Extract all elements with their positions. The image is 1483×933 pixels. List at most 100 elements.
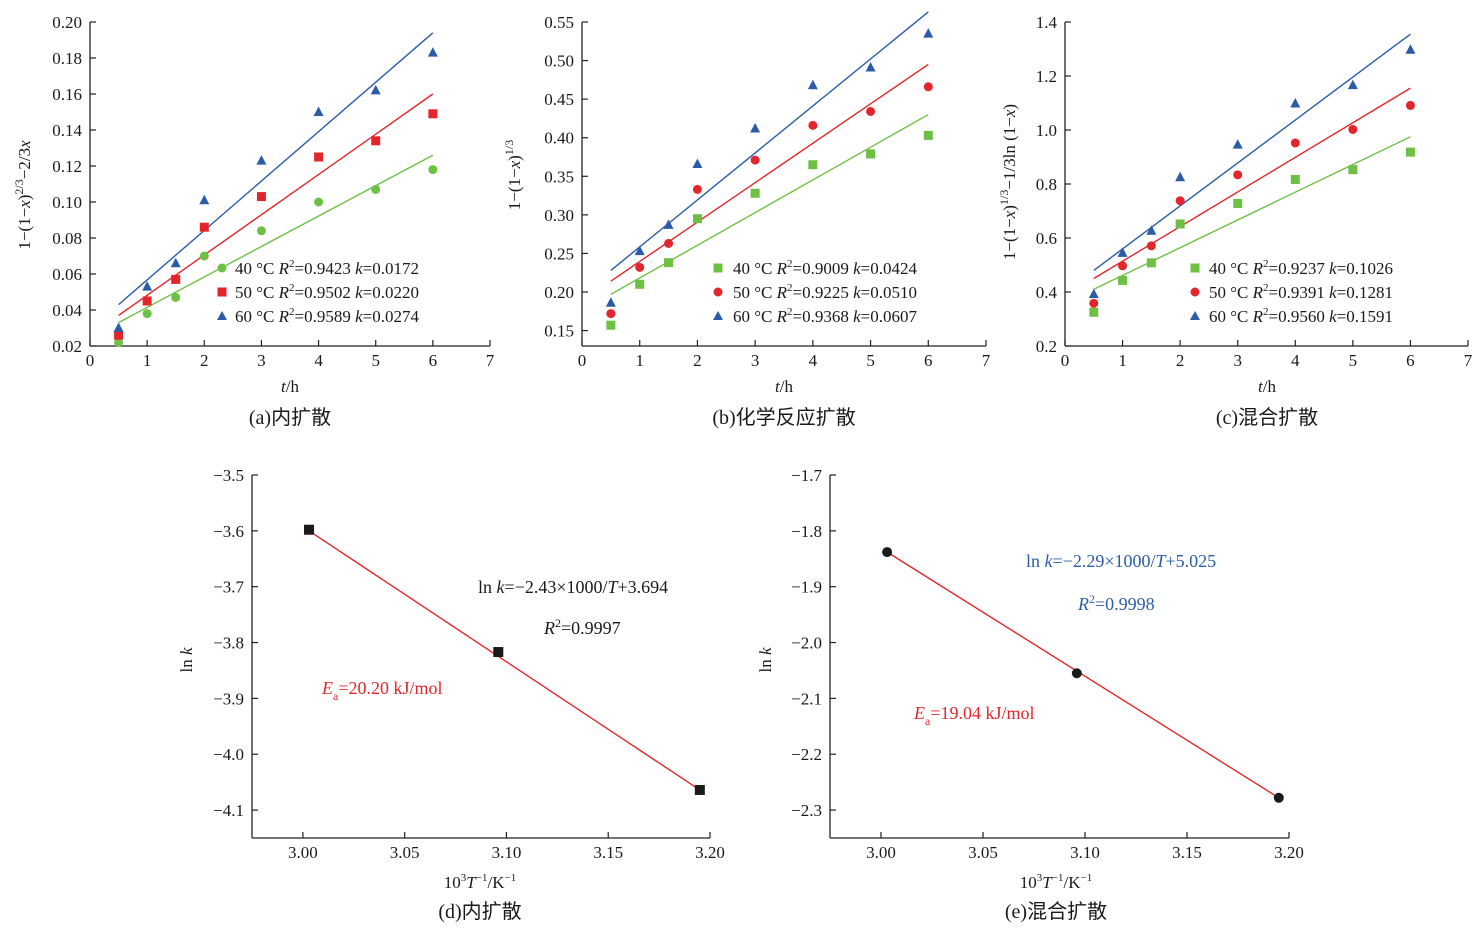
legend-marker-60c <box>1190 311 1200 320</box>
panel-c-y-axis-label: 1−(1−x)1/3−1/3ln (1−x) <box>997 104 1019 260</box>
panel-c-mixed-diffusion: 0 1 2 3 4 5 6 7 0.2 0.4 0.6 0.8 1.0 1.2 1.4 1−(1−x)1/3… <box>997 13 1473 429</box>
data-point-series-2 <box>1290 98 1301 108</box>
fit-line-series-2 <box>118 32 434 306</box>
y-tick-label: 1.0 <box>1036 121 1057 140</box>
data-point-series-0 <box>635 279 645 289</box>
data-point-series-1 <box>1405 100 1415 110</box>
x-tick-label: 1 <box>1118 351 1127 370</box>
x-tick-label: 4 <box>314 351 323 370</box>
x-tick-label: 4 <box>1291 351 1300 370</box>
y-tick-label: 0.15 <box>544 322 574 341</box>
x-tick-label: 0 <box>86 351 95 370</box>
panel-e-r2: R2=0.9998 <box>1077 592 1155 614</box>
data-point-series-0 <box>1290 174 1300 184</box>
fit-line-series-0 <box>1093 136 1411 290</box>
y-tick-label: 1.2 <box>1036 67 1057 86</box>
fit-line-series-0 <box>118 154 434 324</box>
data-point-series-2 <box>1117 247 1128 257</box>
data-point-series-1 <box>371 136 381 146</box>
legend-marker-50c <box>713 287 723 297</box>
data-point-series-0 <box>199 251 209 261</box>
data-point-series-0 <box>692 214 702 224</box>
fit-line-series-2 <box>1093 33 1411 271</box>
data-point-series-0 <box>866 149 876 159</box>
y-tick-label: −3.9 <box>213 689 244 708</box>
data-point-series-2 <box>923 28 934 38</box>
panel-d-r2: R2=0.9997 <box>543 616 621 638</box>
panel-a-legend: 40 °C R2=0.9423 k=0.0172 50 °C R2=0.9502… <box>217 258 420 326</box>
panel-e-marks: 3.00 3.05 3.10 3.15 3.20 −1.7 −1.8 −1.9 −2.0 −2.1… <box>791 466 1304 862</box>
data-point-series-0 <box>808 160 818 170</box>
x-tick-label: 2 <box>693 351 702 370</box>
data-point-series-2 <box>199 194 210 205</box>
panel-d-x-axis-label: 103T−1/K−1 <box>444 872 516 892</box>
panel-b-x-axis-label: t/h <box>775 377 793 396</box>
y-tick-label: 0.18 <box>52 49 82 68</box>
y-tick-label: 0.40 <box>544 129 574 148</box>
x-tick-label: 0 <box>578 351 587 370</box>
data-point-series-2 <box>1347 79 1358 90</box>
panel-a-y-axis-label: 1−(1−x)2/3−2/3x <box>12 140 34 250</box>
y-tick-label: −3.8 <box>213 634 244 653</box>
x-tick-label: 6 <box>924 351 933 370</box>
x-tick-label: 6 <box>429 351 438 370</box>
y-tick-label: 0.4 <box>1036 283 1058 302</box>
fit-line-series-2 <box>610 11 929 271</box>
data-point-series-0 <box>142 309 152 319</box>
data-point-series-2 <box>1175 171 1186 182</box>
x-tick-label: 3.10 <box>492 843 522 862</box>
data-point-series-0 <box>1405 147 1415 157</box>
data-point-series-2 <box>1088 288 1099 299</box>
data-point-series-0 <box>1071 668 1082 679</box>
fit-line-series-0 <box>886 551 1280 799</box>
data-point-series-1 <box>428 109 438 119</box>
data-point-series-1 <box>1175 196 1185 206</box>
data-point-series-0 <box>923 130 933 140</box>
legend-label-60c: 60 °C R2=0.9589 k=0.0274 <box>235 306 420 326</box>
y-tick-label: 0.08 <box>52 229 82 248</box>
y-tick-label: 0.45 <box>544 90 574 109</box>
y-tick-label: 0.02 <box>52 337 82 356</box>
x-tick-label: 3.20 <box>1274 843 1304 862</box>
data-point-series-2 <box>807 79 818 90</box>
y-tick-label: −1.8 <box>791 522 822 541</box>
data-point-series-0 <box>1348 165 1358 175</box>
legend-marker-40c <box>217 263 227 273</box>
data-point-series-0 <box>1118 275 1128 285</box>
panel-c-caption: (c)混合扩散 <box>1216 406 1318 429</box>
x-tick-label: 2 <box>200 351 209 370</box>
fit-line-series-1 <box>610 63 929 282</box>
x-tick-label: 3.20 <box>695 843 725 862</box>
y-tick-label: −2.3 <box>791 801 822 820</box>
data-point-series-2 <box>634 245 645 256</box>
data-point-series-0 <box>664 258 674 268</box>
legend-label-50c: 50 °C R2=0.9225 k=0.0510 <box>733 282 917 302</box>
y-tick-label: −2.1 <box>791 689 822 708</box>
y-tick-label: 1.4 <box>1036 13 1058 32</box>
x-tick-label: 3.15 <box>1172 843 1202 862</box>
panel-b-chemical-reaction-diffusion: 0 1 2 3 4 5 6 7 0.15 0.20 0.25 0.30 0.35 0.40 0.45 0.50… <box>502 11 991 429</box>
data-point-series-2 <box>256 155 267 165</box>
panel-e-activation-energy: Ea=19.04 kJ/mol <box>913 703 1035 728</box>
data-point-series-2 <box>605 297 616 307</box>
data-point-series-0 <box>171 292 181 302</box>
y-tick-label: 0.35 <box>544 167 574 186</box>
panel-b-caption: (b)化学反应扩散 <box>712 406 855 429</box>
panel-c-legend: 40 °C R2=0.9237 k=0.1026 50 °C R2=0.9391… <box>1190 258 1393 326</box>
data-point-series-1 <box>1089 298 1099 308</box>
data-point-series-0 <box>1175 219 1185 229</box>
legend-label-50c: 50 °C R2=0.9502 k=0.0220 <box>235 282 419 302</box>
x-tick-label: 3.05 <box>390 843 420 862</box>
panel-b-legend: 40 °C R2=0.9009 k=0.0424 50 °C R2=0.9225… <box>713 258 918 326</box>
y-tick-label: 0.10 <box>52 193 82 212</box>
data-point-series-0 <box>256 226 266 236</box>
data-point-series-1 <box>171 274 181 284</box>
data-point-series-2 <box>750 122 761 133</box>
data-point-series-2 <box>427 47 438 57</box>
y-tick-label: 0.2 <box>1036 337 1057 356</box>
panel-e-caption: (e)混合扩散 <box>1005 900 1107 923</box>
data-point-series-0 <box>114 337 124 347</box>
x-tick-label: 3.15 <box>593 843 623 862</box>
y-tick-label: 0.25 <box>544 244 574 263</box>
